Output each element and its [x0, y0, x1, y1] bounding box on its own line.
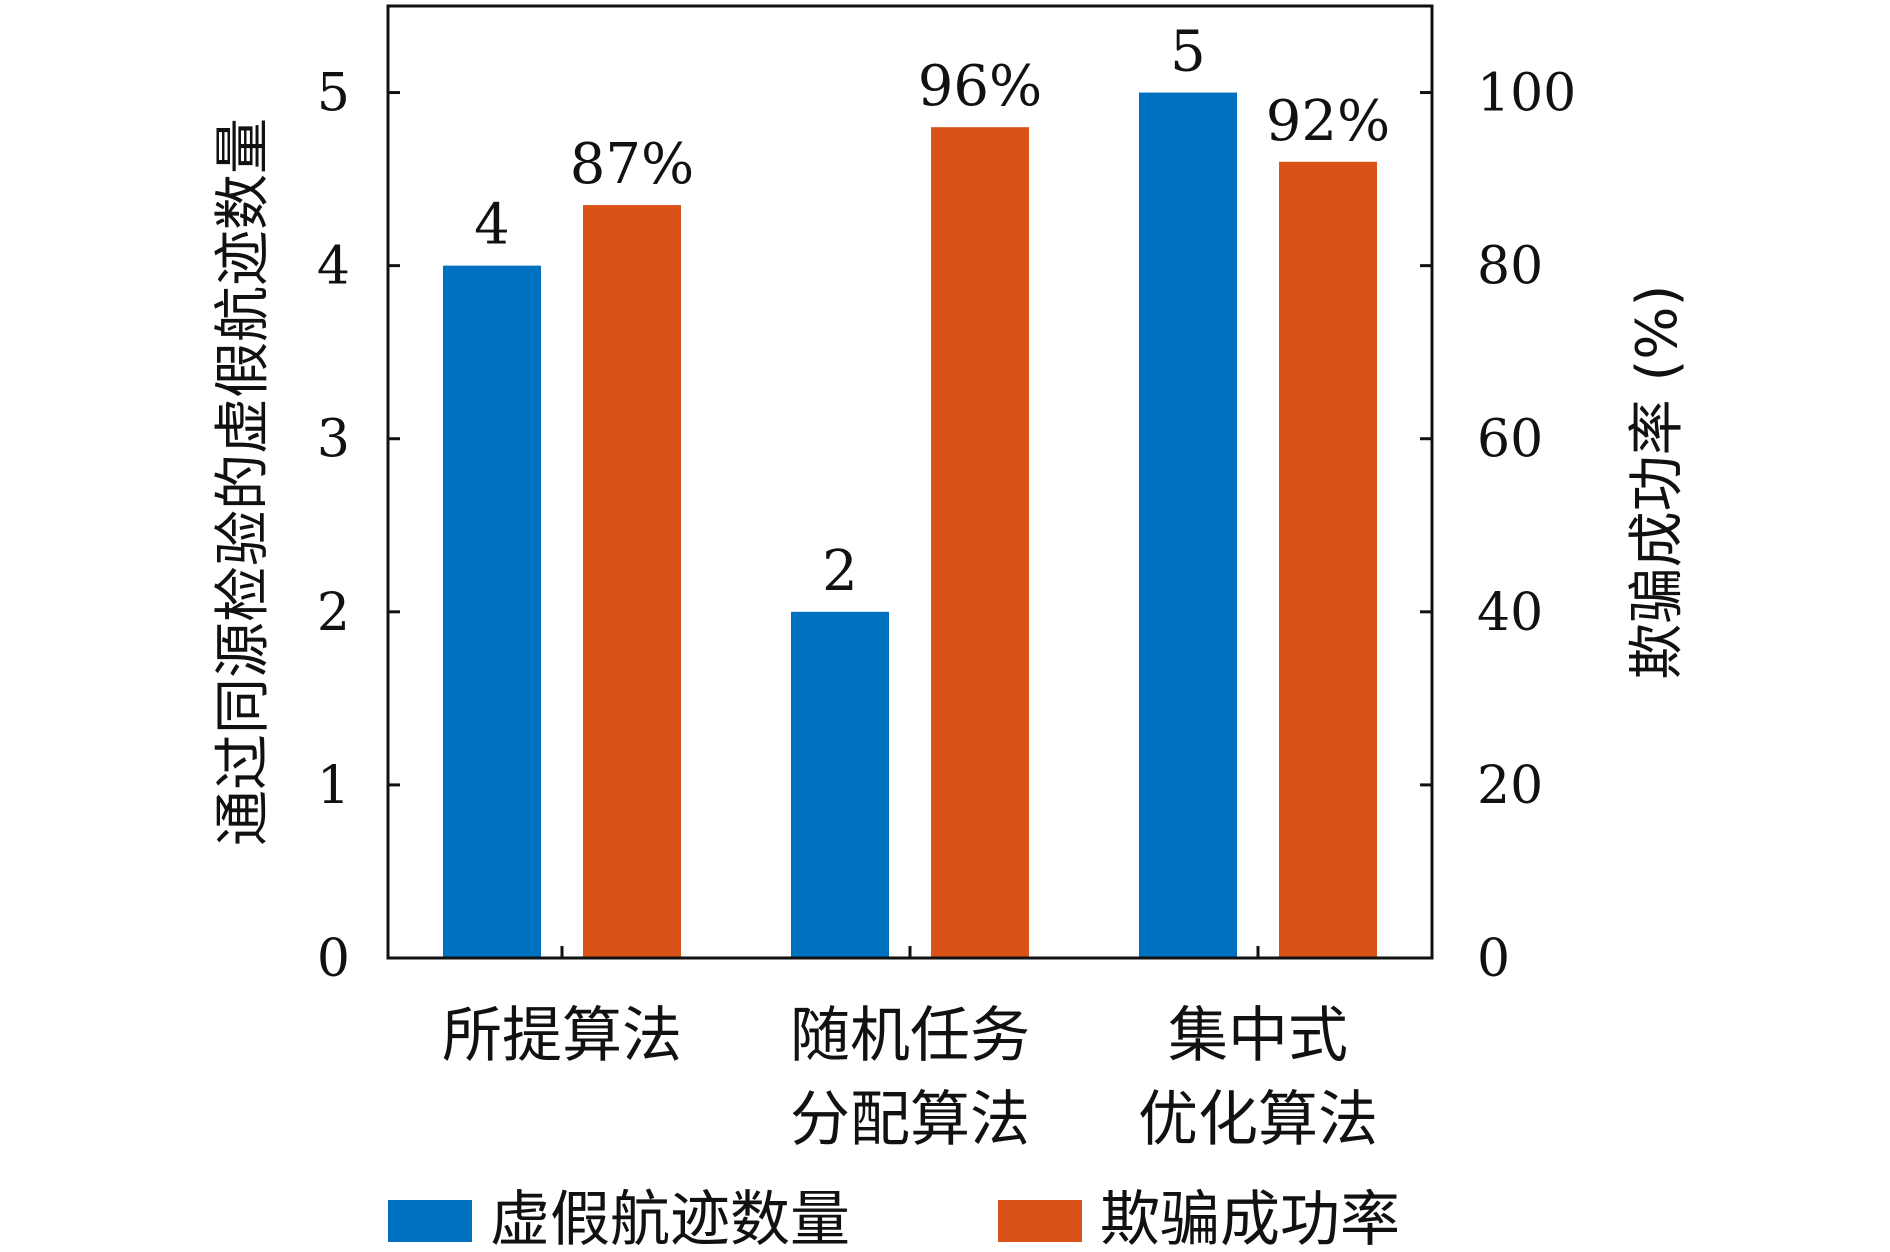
- bar-rate-2: [1279, 161, 1377, 959]
- legend-label-1: 欺骗成功率: [1100, 1185, 1400, 1252]
- bar-count-0: [443, 265, 541, 958]
- bar-count-1: [791, 611, 889, 958]
- bar-count-2: [1139, 92, 1237, 958]
- y-right-tick-label: 40: [1477, 583, 1543, 643]
- category-label-1-0: 随机任务: [790, 1001, 1030, 1071]
- category-label-2-1: 优化算法: [1138, 1085, 1378, 1155]
- y-left-tick-label: 5: [317, 64, 350, 124]
- y-right-tick-label: 100: [1477, 64, 1576, 124]
- y-left-tick-label: 3: [317, 410, 350, 470]
- legend-swatch-0: [388, 1200, 472, 1242]
- category-label-1-1: 分配算法: [790, 1085, 1030, 1155]
- y-left-tick-label: 0: [317, 929, 350, 989]
- y-left-tick-label: 4: [317, 237, 350, 297]
- category-label-2-0: 集中式: [1168, 1001, 1348, 1071]
- bar-rate-1: [931, 127, 1029, 958]
- category-label-0-0: 所提算法: [442, 1001, 682, 1071]
- data-label-count-2: 5: [1170, 20, 1206, 85]
- data-label-rate-1: 96%: [918, 54, 1042, 119]
- y-axis-left-title: 通过同源检验的虚假航迹数量: [211, 118, 276, 846]
- legend: 虚假航迹数量 欺骗成功率: [388, 1185, 1400, 1252]
- bar-rate-0: [583, 205, 681, 958]
- data-label-count-0: 4: [474, 193, 510, 258]
- y-left-tick-label: 1: [317, 756, 350, 816]
- data-label-count-1: 2: [822, 539, 858, 604]
- bars-layer: [443, 92, 1377, 959]
- y-right-tick-label: 80: [1477, 237, 1543, 297]
- y-axis-right-title: 欺骗成功率 (%): [1625, 285, 1690, 680]
- data-label-rate-2: 92%: [1266, 89, 1390, 154]
- y-right-tick-label: 0: [1477, 929, 1510, 989]
- legend-label-0: 虚假航迹数量: [490, 1185, 850, 1252]
- data-label-rate-0: 87%: [570, 132, 694, 197]
- y-left-tick-label: 2: [317, 583, 350, 643]
- data-labels-layer: 4 2 5 87% 96% 92%: [474, 20, 1390, 604]
- legend-swatch-1: [998, 1200, 1082, 1242]
- y-right-tick-label: 60: [1477, 410, 1543, 470]
- y-right-tick-label: 20: [1477, 756, 1543, 816]
